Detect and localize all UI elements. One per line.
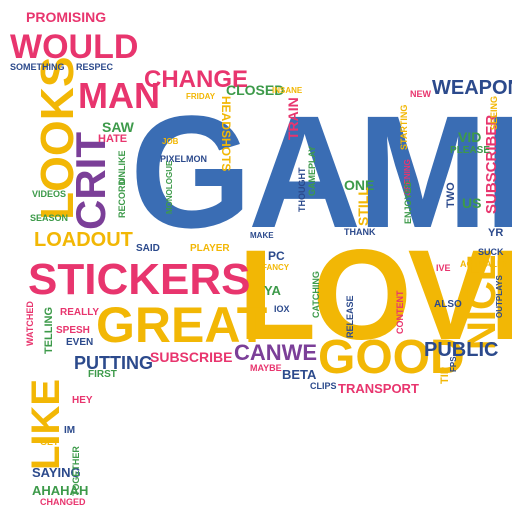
- word-man: MAN: [78, 75, 160, 116]
- word-friday: FRIDAY: [186, 92, 216, 101]
- word-canwe: CANWE: [234, 340, 318, 365]
- word-game: GAME: [130, 82, 512, 261]
- word-monologue: MONOLOGUE: [165, 160, 174, 214]
- word-ahahah: AHAHAH: [32, 483, 89, 498]
- word-really: REALLY: [60, 307, 100, 318]
- word-said: SAID: [136, 243, 160, 254]
- word-putting: PUTTING: [74, 353, 153, 373]
- word-new: NEW: [410, 89, 431, 99]
- word-hate: HATE: [98, 133, 128, 145]
- word-thank: THANK: [344, 227, 376, 237]
- word-train: TRAIN: [285, 97, 301, 140]
- word-weapon: WEAPON: [432, 77, 512, 99]
- word-pixelmon: PIXELMON: [160, 154, 208, 164]
- word-transport: TRANSPORT: [338, 381, 419, 396]
- word-crit: CRIT: [67, 132, 114, 230]
- word-release: RELEASE: [345, 295, 355, 338]
- word-starting: STARTING: [399, 104, 409, 150]
- word-saw: SAW: [102, 119, 134, 135]
- word-iox: IOX: [274, 304, 290, 314]
- word-thought: THOUGHT: [297, 167, 307, 213]
- word-vid: VID: [458, 129, 482, 145]
- word-videos: VIDEOS: [32, 189, 67, 199]
- word-change: CHANGE: [144, 66, 249, 93]
- word-watched: WATCHED: [25, 301, 35, 346]
- word-promising: PROMISING: [26, 9, 107, 25]
- word-get: GET: [40, 437, 59, 447]
- word-hey: HEY: [72, 395, 93, 406]
- word-saying: SAYING: [32, 465, 81, 480]
- word-love: LOVE: [238, 224, 512, 367]
- word-maybe: MAYBE: [250, 363, 282, 373]
- word-even: EVEN: [66, 337, 94, 348]
- word-would: WOULD: [10, 28, 139, 66]
- word-beta: BETA: [282, 367, 317, 382]
- word-headshots: HEADSHOTS: [219, 96, 233, 172]
- word-stickers: STICKERS: [28, 255, 251, 304]
- word-one: ONE: [344, 177, 375, 193]
- word-suck: SUCK: [478, 247, 504, 257]
- word-make: MAKE: [250, 231, 274, 240]
- word-please: PLEASE: [450, 145, 491, 156]
- word-something: SOMETHING: [10, 62, 65, 72]
- word-job: JOB: [162, 137, 179, 146]
- word-actually: ACTUALLY: [460, 259, 508, 269]
- word-us: US: [462, 195, 482, 211]
- word-still: STILL: [355, 187, 371, 226]
- word-closed: CLOSED: [226, 82, 285, 98]
- word-enjoyed: ENJOYED: [403, 180, 413, 224]
- word-insane: INSANE: [272, 86, 303, 95]
- word-public: PUBLIC: [424, 339, 499, 361]
- word-loadout: LOADOUT: [34, 229, 133, 251]
- word-great: GREAT: [96, 297, 268, 353]
- word-subscribe: SUBSCRIBE: [150, 349, 233, 365]
- word-fps: FPS: [449, 356, 458, 372]
- word-season: SEASON: [30, 213, 69, 223]
- word-good: GOOD: [318, 331, 465, 384]
- word-gameplay: GAMEPLAY: [307, 145, 317, 196]
- word-telling: TELLING: [43, 306, 55, 354]
- word-first: FIRST: [88, 369, 117, 380]
- word-fancy: FANCY: [262, 263, 290, 272]
- word-content: CONTENT: [395, 290, 405, 335]
- word-like: LIKE: [24, 378, 68, 470]
- word-changed: CHANGED: [40, 497, 86, 507]
- word-respec: RESPEC: [76, 62, 114, 72]
- word-catching: CATCHING: [311, 271, 321, 318]
- word-seeing: SEEING: [489, 95, 499, 130]
- word-pc: PC: [268, 249, 285, 263]
- word-player: PLAYER: [190, 243, 230, 254]
- word-yr: YR: [488, 227, 504, 239]
- word-outplays: OUTPLAYS: [495, 275, 504, 318]
- word-ive: IVE: [436, 263, 451, 273]
- word-two: TWO: [445, 182, 457, 208]
- word-record: RECORD: [117, 178, 127, 218]
- word-clips: CLIPS: [310, 381, 337, 391]
- word-also: ALSO: [434, 299, 462, 310]
- word-ya: YA: [264, 283, 281, 298]
- word-im: IM: [64, 425, 76, 436]
- word-unlike: UNLIKE: [117, 150, 127, 185]
- word-spesh: SPESH: [56, 325, 90, 336]
